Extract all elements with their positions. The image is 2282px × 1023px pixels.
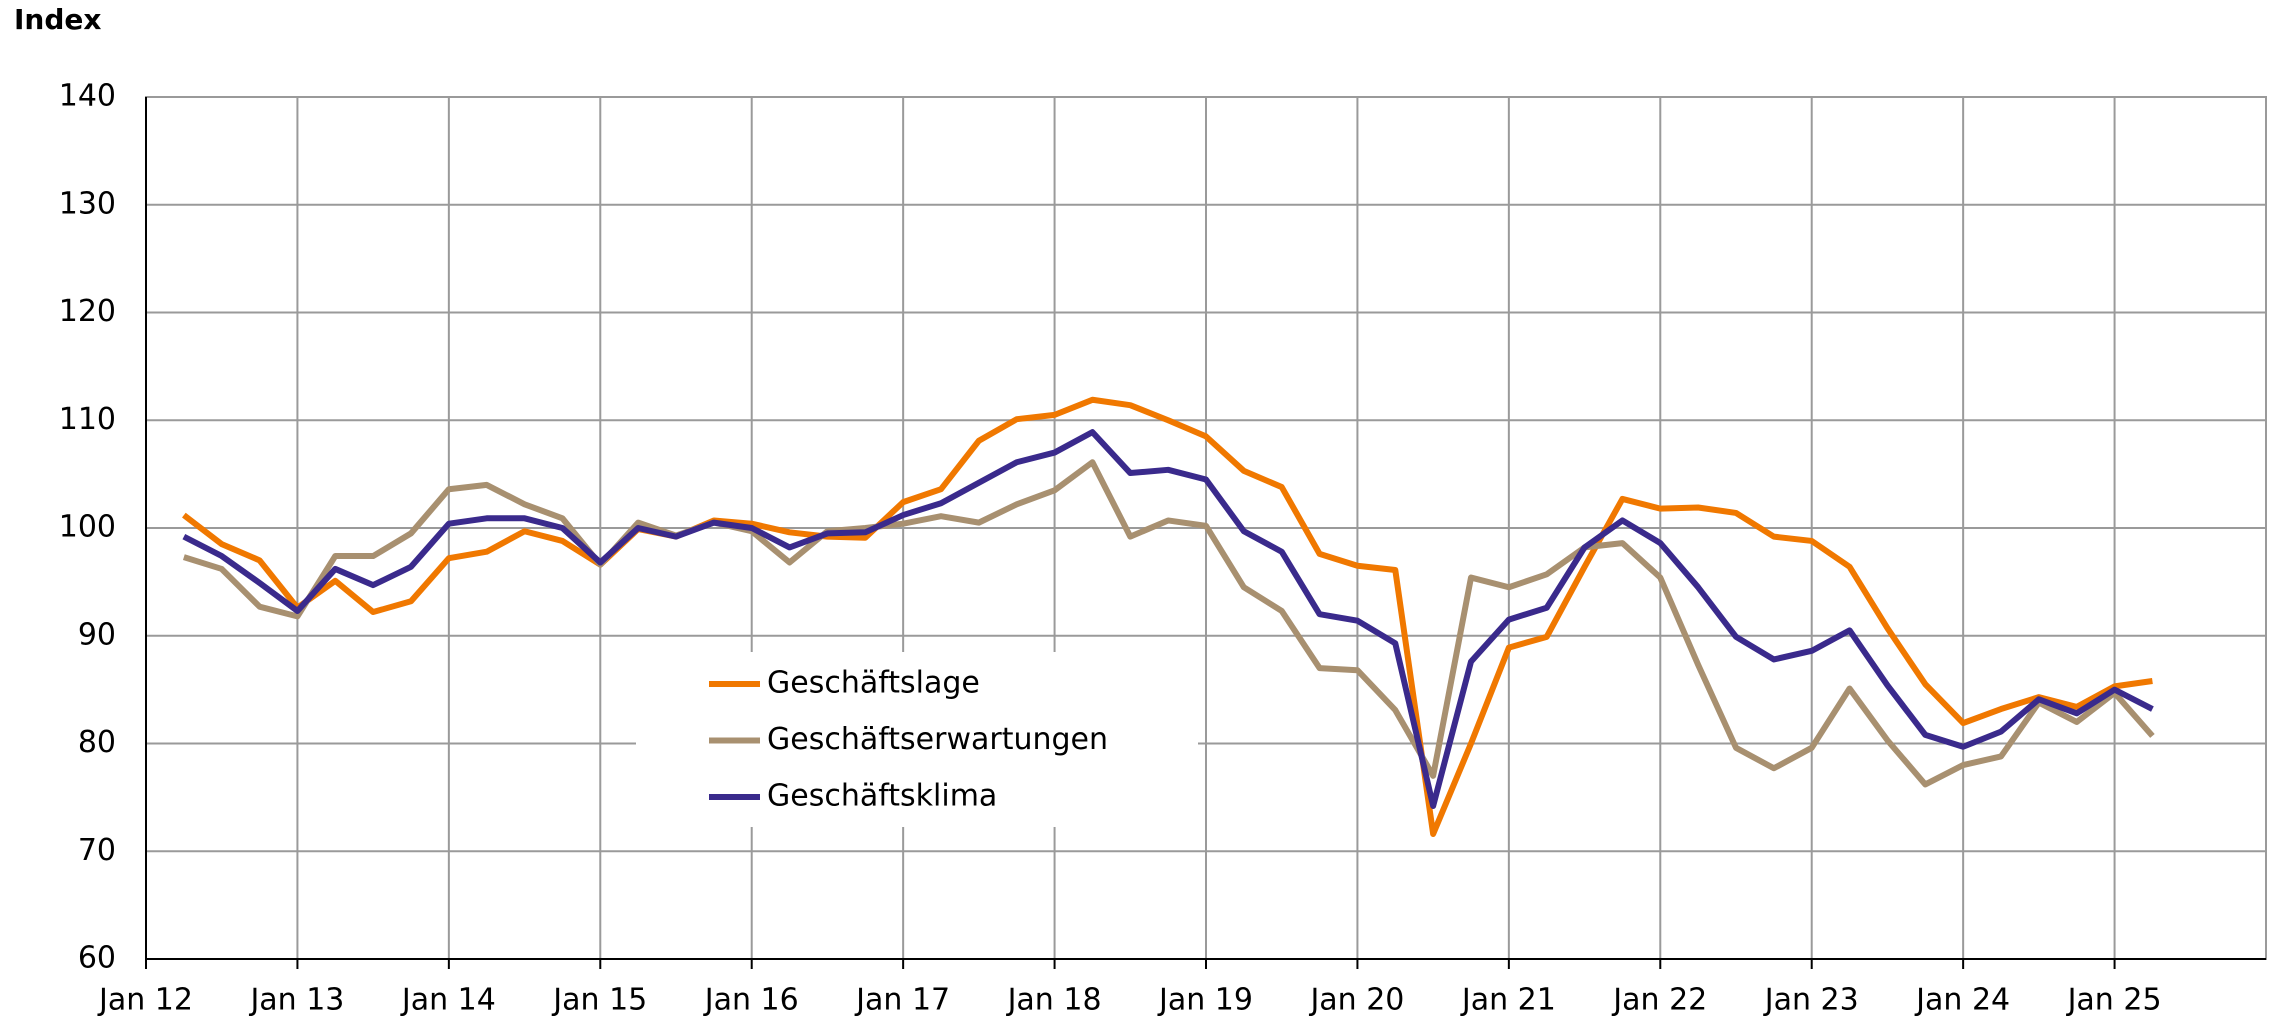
- series-line: [182, 459, 2155, 788]
- y-tick-label: 100: [59, 510, 116, 545]
- legend-label: Geschäftserwartungen: [767, 722, 1108, 757]
- series-line: [182, 429, 2154, 809]
- x-tick-label: Jan 14: [400, 983, 496, 1018]
- x-tick-label: Jan 15: [551, 983, 647, 1018]
- legend-label: Geschäftsklima: [767, 779, 997, 814]
- x-tick-label: Jan 17: [854, 983, 950, 1018]
- x-tick-label: Jan 25: [2066, 983, 2162, 1018]
- x-tick-label: Jan 20: [1308, 983, 1404, 1018]
- x-tick-label: Jan 13: [248, 983, 344, 1018]
- x-tick-label: Jan 23: [1763, 983, 1859, 1018]
- x-tick-label: Jan 21: [1460, 983, 1556, 1018]
- y-tick-label: 60: [78, 941, 116, 976]
- y-tick-label: 140: [59, 79, 116, 114]
- y-tick-label: 70: [78, 833, 116, 868]
- x-tick-label: Jan 16: [703, 983, 799, 1018]
- y-tick-label: 110: [59, 402, 116, 437]
- x-tick-label: Jan 24: [1914, 983, 2010, 1018]
- x-tick-label: Jan 22: [1611, 983, 1707, 1018]
- legend: Geschäftslage Geschäftserwartungen Geschäf…: [636, 652, 1198, 827]
- y-tick-label: 90: [78, 617, 116, 652]
- y-tick-label: 120: [59, 294, 116, 329]
- y-tick-label: 80: [78, 725, 116, 760]
- y-axis-label: Index: [14, 3, 101, 36]
- series-line: [182, 396, 2153, 838]
- x-tick-label: Jan 19: [1157, 983, 1253, 1018]
- legend-label: Geschäftslage: [767, 666, 980, 701]
- y-tick-label: 130: [59, 186, 116, 221]
- x-tick-label: Jan 12: [97, 983, 193, 1018]
- x-tick-label: Jan 18: [1006, 983, 1102, 1018]
